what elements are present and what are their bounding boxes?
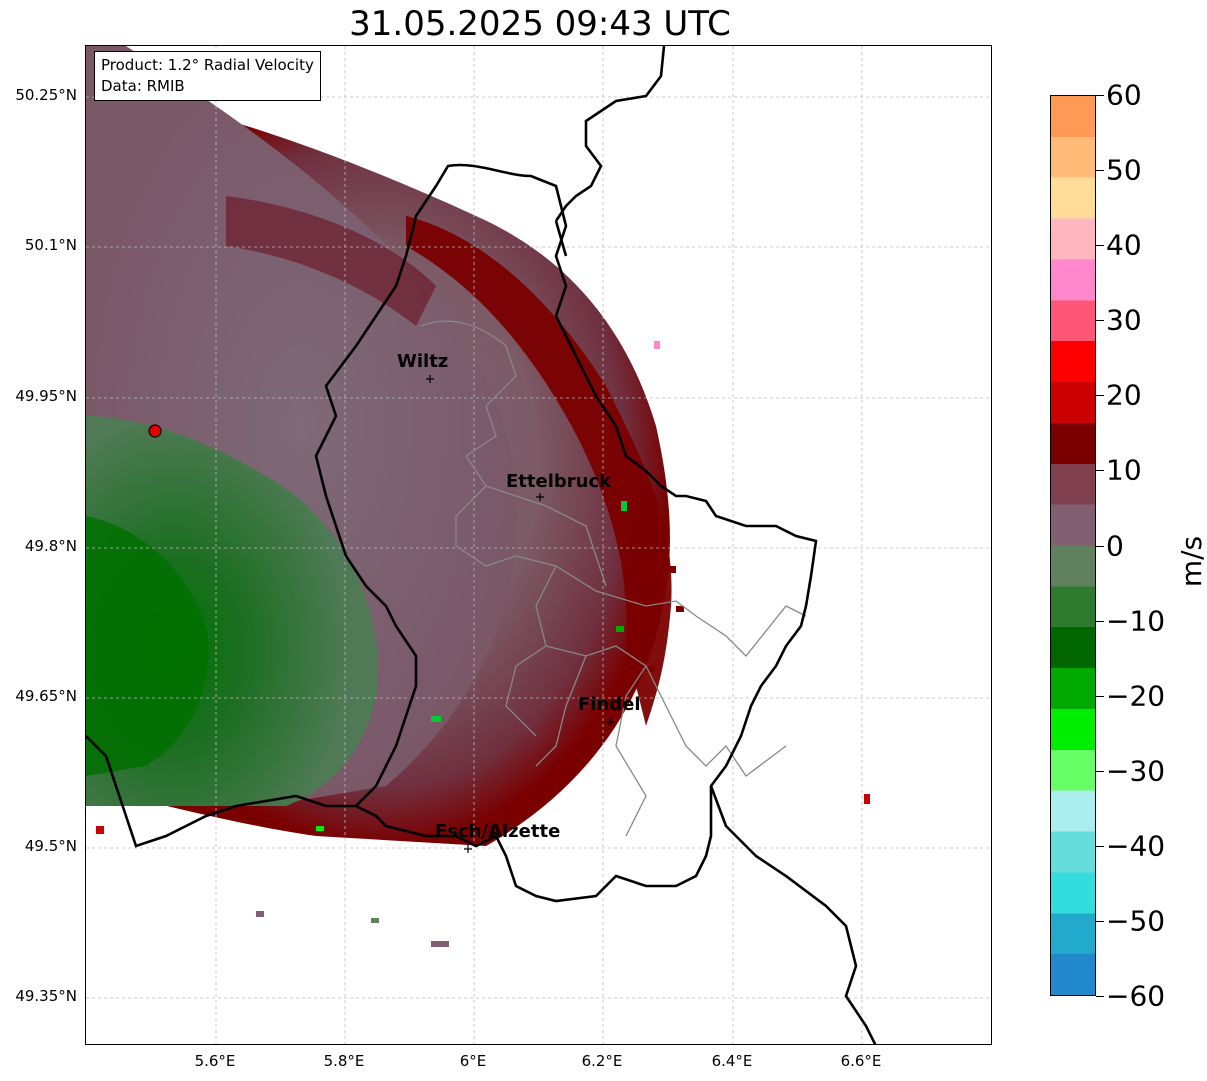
city-label-findel: Findel <box>578 694 641 715</box>
national-border-france-west <box>86 735 356 848</box>
chart-title: 31.05.2025 09:43 UTC <box>349 4 731 44</box>
lon-label-5-8: 5.8°E <box>323 1052 365 1070</box>
echo-band-receding-mid <box>226 196 436 326</box>
colorbar-tick-label: −60 <box>1106 979 1166 1013</box>
lat-label-50-25: 50.25°N <box>15 86 77 104</box>
product-text: Product: 1.2° Radial Velocity <box>101 56 314 74</box>
colorbar-tick-label: 50 <box>1106 153 1142 187</box>
lon-label-6: 6°E <box>459 1052 487 1070</box>
colorbar-tick-label: 0 <box>1106 529 1124 563</box>
colorbar <box>1050 95 1096 996</box>
radar-site-marker-icon <box>148 424 162 438</box>
colorbar-tick-label: −10 <box>1106 604 1166 638</box>
lon-label-6-6: 6.6°E <box>840 1052 882 1070</box>
colorbar-tick-label: −30 <box>1106 754 1166 788</box>
national-border-germany-east <box>554 46 877 1044</box>
colorbar-tick-label: 60 <box>1106 78 1142 112</box>
lat-label-49-65: 49.65°N <box>15 687 77 705</box>
colorbar-tick-label: 30 <box>1106 303 1142 337</box>
colorbar-tick <box>1096 846 1104 847</box>
radar-map-canvas <box>86 46 991 1044</box>
city-label-esch-alzette: Esch/Alzette <box>435 821 561 842</box>
city-label-wiltz: Wiltz <box>397 351 449 372</box>
colorbar-tick-label: −50 <box>1106 904 1166 938</box>
lat-label-49-5: 49.5°N <box>24 837 77 855</box>
product-info-box: Product: 1.2° Radial Velocity Data: RMIB <box>94 51 321 101</box>
colorbar-tick <box>1096 771 1104 772</box>
colorbar-tick <box>1096 621 1104 622</box>
colorbar-tick <box>1096 921 1104 922</box>
lat-label-49-95: 49.95°N <box>15 387 77 405</box>
district-borders <box>420 320 807 837</box>
colorbar-tick-label: −40 <box>1106 829 1166 863</box>
echo-area-approaching-strong <box>86 516 209 776</box>
colorbar-unit-label: m/s <box>1175 535 1207 588</box>
colorbar-tick <box>1096 996 1104 997</box>
colorbar-tick-label: 10 <box>1106 453 1142 487</box>
city-marker-icons <box>426 375 614 853</box>
colorbar-tick-label: −20 <box>1106 679 1166 713</box>
radar-map[interactable] <box>85 45 992 1045</box>
lon-label-5-6: 5.6°E <box>194 1052 236 1070</box>
colorbar-tick <box>1096 696 1104 697</box>
city-label-ettelbruck: Ettelbruck <box>506 471 612 492</box>
colorbar-tick <box>1096 245 1104 246</box>
colorbar-tick <box>1096 320 1104 321</box>
lat-label-50-1: 50.1°N <box>24 236 77 254</box>
colorbar-tick <box>1096 95 1104 96</box>
lon-label-6-4: 6.4°E <box>711 1052 753 1070</box>
lon-label-6-2: 6.2°E <box>581 1052 623 1070</box>
data-source-text: Data: RMIB <box>101 77 185 95</box>
colorbar-tick-label: 20 <box>1106 378 1142 412</box>
echo-speckles <box>96 341 870 947</box>
colorbar-tick <box>1096 546 1104 547</box>
colorbar-tick-label: 40 <box>1106 228 1142 262</box>
colorbar-tick <box>1096 395 1104 396</box>
lat-label-49-35: 49.35°N <box>15 987 77 1005</box>
lat-label-49-8: 49.8°N <box>24 537 77 555</box>
colorbar-tick <box>1096 170 1104 171</box>
colorbar-tick <box>1096 470 1104 471</box>
echo-band-receding-strong <box>406 216 672 726</box>
